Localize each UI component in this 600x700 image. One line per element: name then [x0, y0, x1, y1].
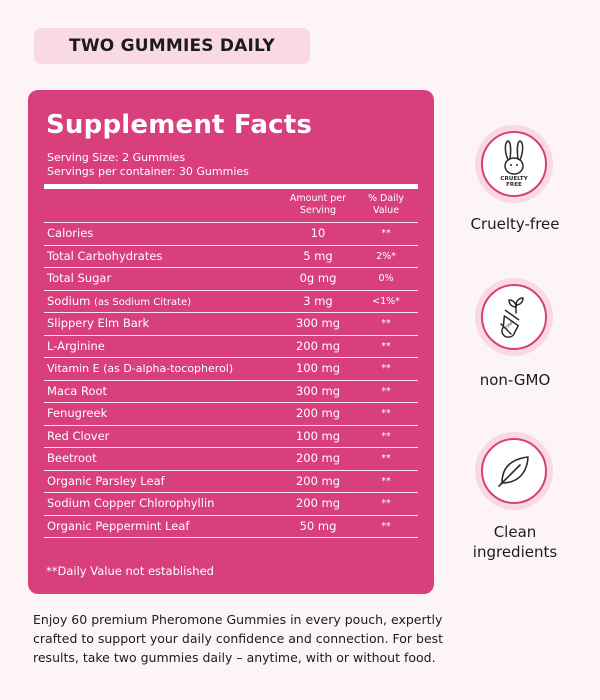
table-row: L-Arginine 200 mg **	[44, 336, 418, 358]
table-row: Calories 10 **	[44, 223, 418, 246]
table-row: Slippery Elm Bark 300 mg **	[44, 313, 418, 336]
row-daily-value: **	[381, 340, 391, 352]
non-gmo-label: non-GMO	[479, 371, 551, 389]
table-row: Sodium (as Sodium Citrate) 3 mg <1%*	[44, 291, 418, 314]
non-gmo-badge: DNA	[475, 278, 553, 356]
clean-ingredients-label: Clean ingredients	[455, 522, 575, 562]
nutrient-table: Calories 10 ** Total Carbohydrates 5 mg …	[44, 222, 418, 538]
row-amount: 200 mg	[295, 496, 341, 510]
row-name: Organic Parsley Leaf	[47, 473, 165, 488]
serving-size: Serving Size: 2 Gummies	[47, 151, 186, 164]
row-daily-value: **	[381, 430, 391, 442]
row-daily-value: **	[381, 318, 391, 329]
row-daily-value: **	[381, 408, 391, 419]
dosage-banner: TWO GUMMIES DAILY	[34, 28, 310, 64]
row-name: Total Sugar	[47, 271, 112, 285]
table-row: Fenugreek 200 mg **	[44, 403, 418, 426]
row-name: Vitamin E (as D-alpha-tocopherol)	[47, 362, 234, 375]
product-description: Enjoy 60 premium Pheromone Gummies in ev…	[33, 612, 444, 665]
row-name: Total Carbohydrates	[47, 248, 163, 263]
svg-text:DNA: DNA	[504, 320, 514, 330]
row-daily-value: **	[381, 520, 391, 532]
row-name-qualifier: (as Sodium Citrate)	[93, 296, 192, 308]
row-daily-value: **	[381, 475, 391, 487]
daily-value-footnote: **Daily Value not established	[46, 564, 214, 578]
row-daily-value: **	[381, 498, 391, 509]
row-name: Calories	[47, 226, 94, 240]
row-amount: 50 mg	[299, 518, 337, 533]
row-amount: 3 mg	[303, 293, 333, 308]
servings-per-container: Servings per container: 30 Gummies	[47, 165, 249, 178]
row-name: Slippery Elm Bark	[47, 316, 150, 330]
table-row: Sodium Copper Chlorophyllin 200 mg **	[44, 493, 418, 516]
row-amount: 200 mg	[295, 473, 341, 488]
row-amount: 200 mg	[295, 338, 341, 353]
leaf-icon	[498, 456, 529, 487]
row-amount: 10	[310, 226, 326, 240]
plant-test-tube-icon: DNA	[500, 297, 524, 338]
row-daily-value: **	[381, 363, 391, 374]
row-amount: 200 mg	[295, 406, 341, 420]
table-row: Total Carbohydrates 5 mg 2%*	[44, 246, 418, 268]
table-row: Total Sugar 0g mg 0%	[44, 268, 418, 291]
table-row: Organic Parsley Leaf 200 mg **	[44, 471, 418, 493]
row-name: Maca Root	[47, 383, 108, 398]
dosage-banner-label: TWO GUMMIES DAILY	[69, 36, 275, 56]
row-daily-value: 0%	[378, 273, 394, 284]
cruelty-free-label: Cruelty-free	[470, 215, 560, 233]
supplement-facts-title: Supplement Facts	[46, 110, 313, 140]
column-header-daily-value: % Daily Value	[367, 193, 405, 216]
row-name: Organic Peppermint Leaf	[47, 518, 190, 533]
row-name: L-Arginine	[47, 338, 105, 353]
row-daily-value: **	[381, 453, 391, 464]
clean-label-line2: ingredients	[472, 543, 558, 561]
row-name: Fenugreek	[47, 406, 108, 420]
supplement-facts-panel: Supplement Facts Serving Size: 2 Gummies…	[28, 90, 434, 594]
row-name: Sodium Copper Chlorophyllin	[47, 496, 215, 510]
table-row: Vitamin E (as D-alpha-tocopherol) 100 mg…	[44, 358, 418, 381]
row-daily-value: **	[381, 228, 391, 239]
row-daily-value: 2%*	[376, 250, 396, 262]
row-amount: 300 mg	[295, 383, 341, 398]
row-name: Sodium (as Sodium Citrate)	[47, 291, 191, 314]
row-name: Red Clover	[47, 428, 110, 443]
row-amount: 200 mg	[295, 451, 341, 465]
badge-text-line2: FREE	[506, 182, 522, 188]
row-daily-value: **	[381, 385, 391, 397]
table-row: Beetroot 200 mg **	[44, 448, 418, 471]
badge-text-line1: CRUELTY	[500, 176, 528, 182]
clean-ingredients-badge	[475, 432, 553, 510]
rabbit-icon: CRUELTY FREE	[500, 140, 529, 188]
table-row: Organic Peppermint Leaf 50 mg **	[44, 516, 418, 538]
row-name: Beetroot	[47, 451, 97, 465]
table-row: Maca Root 300 mg **	[44, 381, 418, 403]
row-name-main: Sodium	[47, 293, 91, 308]
row-amount: 100 mg	[295, 428, 341, 443]
row-amount: 5 mg	[303, 248, 333, 263]
cruelty-free-badge: CRUELTY FREE	[475, 125, 553, 203]
table-row: Red Clover 100 mg **	[44, 426, 418, 448]
header-divider	[44, 184, 418, 189]
row-amount: 300 mg	[295, 316, 341, 330]
serving-info: Serving Size: 2 Gummies Servings per con…	[47, 151, 249, 179]
row-daily-value: <1%*	[372, 295, 400, 307]
row-amount: 100 mg	[295, 361, 341, 375]
row-amount: 0g mg	[299, 271, 337, 285]
clean-label-line1: Clean	[493, 523, 537, 541]
column-header-amount: Amount per Serving	[289, 193, 347, 216]
